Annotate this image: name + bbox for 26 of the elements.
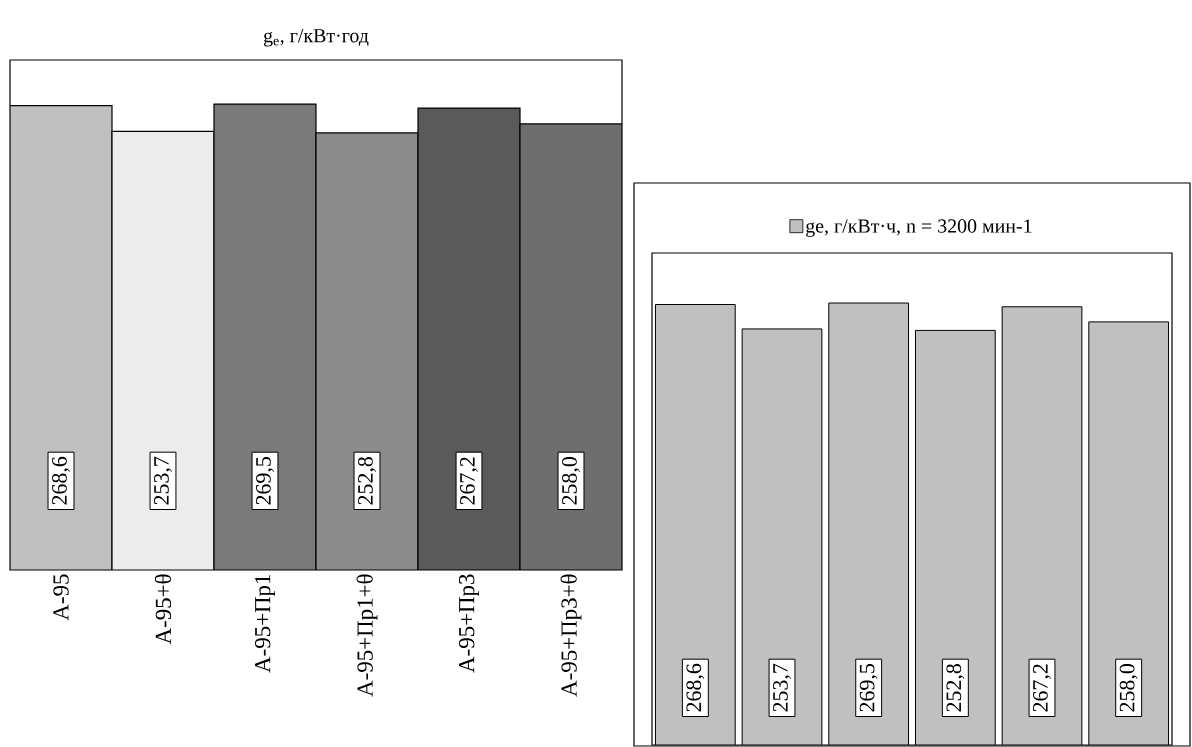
text: ge, г/кВт·ч, n = 3200 мин-1 <box>806 219 1032 237</box>
data-label: 267,2 <box>460 457 478 505</box>
bar <box>914 329 996 745</box>
data-label: 253,7 <box>154 456 172 505</box>
data-label: 269,5 <box>859 664 878 712</box>
data-label: 269,5 <box>256 457 274 505</box>
bar <box>828 302 910 745</box>
x-tick-label: А-95+θ <box>154 574 172 645</box>
bar <box>741 328 823 745</box>
bar <box>654 303 736 745</box>
x-tick-label: А-95+Пр1 <box>254 574 276 673</box>
data-label: 267,2 <box>1033 664 1051 712</box>
x-tick-label: А-95+Пр1+θ <box>356 574 378 697</box>
data-label: 268,6 <box>686 663 705 712</box>
data-label: 252,8 <box>946 664 965 712</box>
data-label: 252,8 <box>358 457 376 505</box>
x-tick-label: А-95+Пр3 <box>458 574 480 673</box>
x-tick-label: А-95+Пр3+θ <box>560 574 582 697</box>
data-label: 253,7 <box>773 663 791 712</box>
bar <box>1088 321 1170 745</box>
data-label: 258,0 <box>562 457 580 505</box>
data-label: 258,0 <box>1119 664 1138 712</box>
chart-title: g$_{e}$, г/кВт·год <box>263 29 369 47</box>
x-tick-label: А-95 <box>53 574 69 621</box>
bar <box>1001 306 1083 745</box>
data-label: 268,6 <box>52 456 70 505</box>
